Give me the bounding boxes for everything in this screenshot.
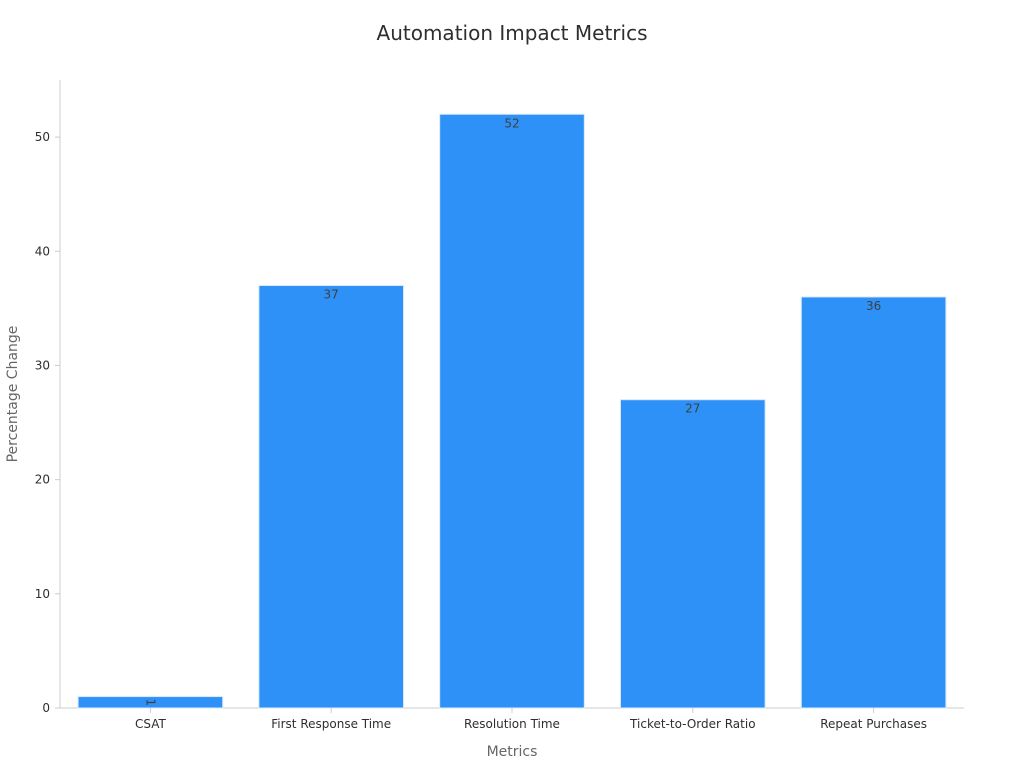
x-tick-label: First Response Time bbox=[271, 717, 391, 731]
bar bbox=[800, 296, 947, 709]
y-axis-label: Percentage Change bbox=[5, 326, 21, 463]
x-axis-label: Metrics bbox=[487, 744, 538, 760]
bar-value-label: 52 bbox=[504, 116, 519, 130]
bar-value-label: 37 bbox=[324, 288, 339, 302]
bar-value-label: 36 bbox=[866, 299, 881, 313]
x-tick-label: Resolution Time bbox=[464, 717, 560, 731]
bar bbox=[619, 399, 766, 709]
x-tick-label: CSAT bbox=[135, 717, 166, 731]
chart-title: Automation Impact Metrics bbox=[377, 21, 648, 45]
bar bbox=[439, 113, 585, 709]
plot-area: 0 10 20 30 40 50 1 CSAT 37 First Response Time 52 R… bbox=[35, 80, 964, 731]
y-tick-label: 10 bbox=[35, 587, 50, 601]
x-tick-label: Repeat Purchases bbox=[820, 717, 927, 731]
bar bbox=[258, 285, 405, 709]
x-tick-label: Ticket-to-Order Ratio bbox=[629, 717, 756, 731]
bar-value-label: 27 bbox=[685, 402, 700, 416]
bar-value-label: 1 bbox=[143, 698, 157, 706]
y-tick-label: 40 bbox=[35, 244, 50, 258]
y-tick-label: 0 bbox=[42, 701, 50, 715]
y-tick-label: 20 bbox=[35, 473, 50, 487]
y-tick-label: 50 bbox=[35, 130, 50, 144]
y-tick-label: 30 bbox=[35, 358, 50, 372]
